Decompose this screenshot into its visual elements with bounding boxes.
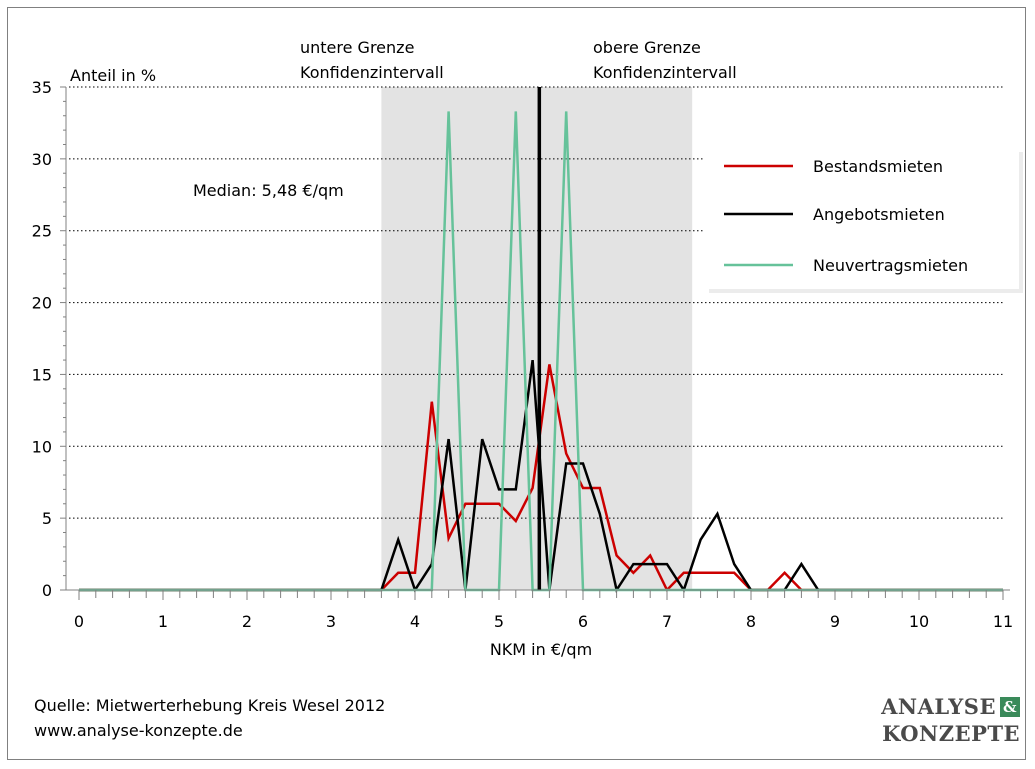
y-tick-label-20: 20 — [32, 294, 52, 313]
y-tick-label-15: 15 — [32, 365, 52, 384]
upper-bound-label-line2: Konfidenzintervall — [593, 63, 737, 82]
x-tick-label-4: 4 — [410, 612, 420, 631]
y-tick-label-10: 10 — [32, 437, 52, 456]
legend: Bestandsmieten Angebotsmieten Neuvertragsm… — [705, 148, 1023, 293]
source-text: Quelle: Mietwerterhebung Kreis Wesel 201… — [34, 696, 386, 715]
y-tick-label-5: 5 — [42, 509, 52, 528]
x-tick-label-0: 0 — [74, 612, 84, 631]
x-tick-label-11: 11 — [993, 612, 1013, 631]
x-tick-label-10: 10 — [909, 612, 929, 631]
x-tick-label-8: 8 — [746, 612, 756, 631]
confidence-interval-band — [381, 87, 693, 590]
y-axis-title: Anteil in % — [70, 66, 156, 85]
logo-line1: ANALYSE — [881, 694, 996, 719]
x-tick-label-7: 7 — [662, 612, 672, 631]
upper-bound-label-line1: obere Grenze — [593, 38, 701, 57]
logo-ampersand: & — [999, 697, 1020, 717]
lower-bound-label-line1: untere Grenze — [300, 38, 414, 57]
website-text: www.analyse-konzepte.de — [34, 721, 243, 740]
x-tick-label-6: 6 — [578, 612, 588, 631]
x-tick-label-3: 3 — [326, 612, 336, 631]
legend-label-bestandsmieten: Bestandsmieten — [813, 157, 943, 176]
y-tick-label-0: 0 — [42, 581, 52, 600]
lower-bound-label-line2: Konfidenzintervall — [300, 63, 444, 82]
x-tick-label-2: 2 — [242, 612, 252, 631]
x-tick-label-5: 5 — [494, 612, 504, 631]
y-tick-label-35: 35 — [32, 78, 52, 97]
x-tick-label-9: 9 — [830, 612, 840, 631]
logo: ANALYSE & KONZEPTE — [881, 694, 1020, 746]
median-label: Median: 5,48 €/qm — [193, 181, 344, 200]
x-axis-title: NKM in €/qm — [490, 640, 592, 659]
legend-label-neuvertragsmieten: Neuvertragsmieten — [813, 256, 968, 275]
logo-line2: KONZEPTE — [882, 721, 1020, 746]
legend-label-angebotsmieten: Angebotsmieten — [813, 205, 945, 224]
y-tick-label-25: 25 — [32, 222, 52, 241]
series-neuvertragsmieten-line — [79, 111, 1003, 592]
y-tick-label-30: 30 — [32, 150, 52, 169]
x-tick-label-1: 1 — [158, 612, 168, 631]
